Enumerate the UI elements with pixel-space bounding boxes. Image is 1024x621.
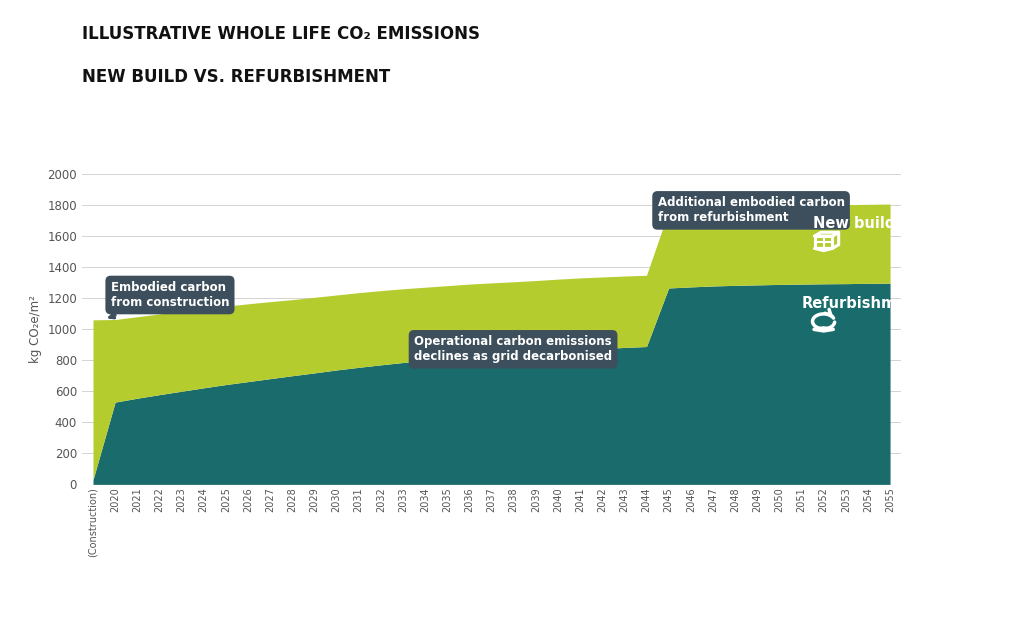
Text: New build: New build (813, 216, 895, 231)
Text: Embodied carbon
from construction: Embodied carbon from construction (110, 281, 229, 318)
Text: Additional embodied carbon
from refurbishment: Additional embodied carbon from refurbis… (657, 196, 845, 224)
Text: Operational carbon emissions
declines as grid decarbonised: Operational carbon emissions declines as… (414, 335, 612, 363)
Y-axis label: kg CO₂e/m²: kg CO₂e/m² (29, 295, 42, 363)
Text: Refurbishment: Refurbishment (802, 296, 925, 311)
Text: NEW BUILD VS. REFURBISHMENT: NEW BUILD VS. REFURBISHMENT (82, 68, 390, 86)
Text: ILLUSTRATIVE WHOLE LIFE CO₂ EMISSIONS: ILLUSTRATIVE WHOLE LIFE CO₂ EMISSIONS (82, 25, 480, 43)
